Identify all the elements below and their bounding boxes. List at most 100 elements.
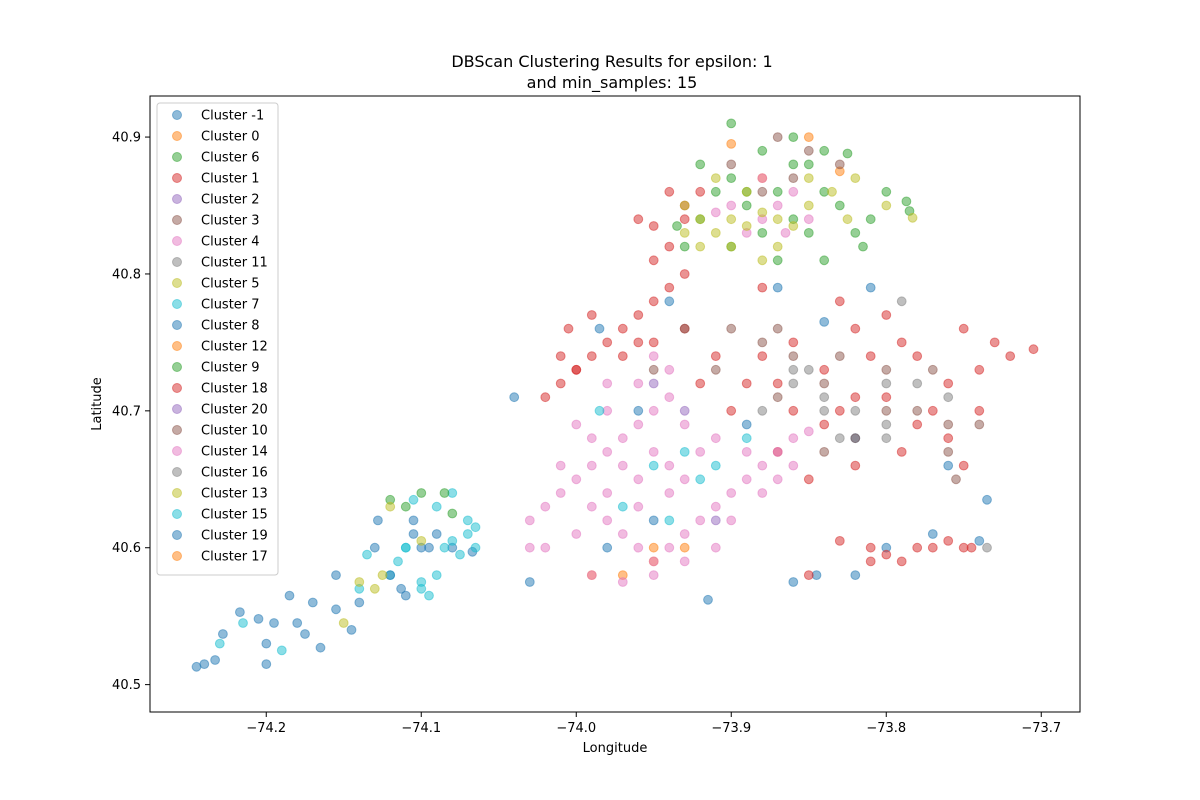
data-point bbox=[664, 542, 675, 553]
data-point bbox=[648, 542, 659, 553]
data-point bbox=[788, 351, 799, 362]
data-point bbox=[633, 214, 644, 225]
data-point bbox=[617, 323, 628, 334]
legend-marker bbox=[172, 551, 182, 561]
data-point bbox=[648, 296, 659, 307]
data-point bbox=[757, 255, 768, 266]
data-point bbox=[726, 200, 737, 211]
data-point bbox=[772, 200, 783, 211]
data-point bbox=[788, 405, 799, 416]
series-cluster-13 bbox=[865, 536, 977, 567]
data-point bbox=[648, 515, 659, 526]
data-point bbox=[958, 323, 969, 334]
data-point bbox=[710, 501, 721, 512]
data-point bbox=[524, 577, 535, 587]
data-point bbox=[966, 542, 977, 553]
data-point bbox=[238, 618, 248, 628]
series-cluster-19 bbox=[362, 405, 752, 601]
data-point bbox=[788, 364, 799, 375]
data-point bbox=[300, 629, 310, 639]
data-point bbox=[858, 241, 868, 252]
data-point bbox=[524, 515, 535, 526]
x-tick-label: −74.2 bbox=[246, 721, 286, 736]
series-cluster-0 bbox=[191, 282, 992, 672]
plot-frame bbox=[149, 95, 1081, 713]
data-point bbox=[819, 145, 830, 156]
legend-marker bbox=[172, 320, 182, 330]
data-point bbox=[772, 392, 783, 403]
data-point bbox=[602, 378, 613, 389]
data-point bbox=[912, 419, 923, 430]
data-point bbox=[757, 282, 768, 293]
data-point bbox=[772, 241, 783, 252]
data-point bbox=[586, 351, 597, 362]
data-point bbox=[865, 542, 876, 553]
data-point bbox=[834, 536, 845, 546]
data-point bbox=[571, 474, 582, 485]
data-point bbox=[710, 460, 721, 471]
legend-marker bbox=[172, 131, 182, 141]
data-point bbox=[943, 536, 954, 546]
data-point bbox=[943, 460, 954, 471]
data-point bbox=[602, 337, 613, 348]
data-point bbox=[982, 494, 992, 505]
series-cluster-20 bbox=[261, 597, 357, 649]
data-point bbox=[881, 310, 892, 320]
data-point bbox=[850, 228, 861, 238]
data-point bbox=[648, 556, 659, 567]
data-point bbox=[555, 460, 566, 471]
data-point bbox=[772, 378, 783, 389]
data-point bbox=[695, 186, 706, 197]
data-point bbox=[679, 405, 690, 416]
data-point bbox=[726, 515, 737, 526]
data-point bbox=[509, 392, 520, 403]
data-point bbox=[827, 186, 837, 197]
data-point bbox=[710, 515, 721, 526]
data-point bbox=[602, 488, 613, 498]
data-point bbox=[679, 474, 690, 485]
data-point bbox=[772, 186, 783, 197]
data-point bbox=[679, 241, 690, 252]
data-point bbox=[540, 542, 551, 553]
data-point bbox=[633, 405, 644, 416]
series-cluster-16 bbox=[524, 351, 814, 587]
data-point bbox=[803, 214, 814, 225]
data-point bbox=[881, 200, 892, 211]
data-point bbox=[803, 426, 814, 437]
data-point bbox=[819, 419, 830, 430]
legend-label: Cluster 2 bbox=[201, 193, 260, 208]
data-point bbox=[331, 604, 341, 615]
data-point bbox=[396, 583, 407, 594]
legend-marker bbox=[172, 446, 182, 456]
data-point bbox=[218, 629, 228, 639]
data-point bbox=[664, 515, 675, 526]
data-point bbox=[633, 501, 644, 512]
data-point bbox=[881, 186, 892, 197]
data-point bbox=[834, 405, 845, 416]
data-point bbox=[1005, 351, 1016, 362]
data-point bbox=[819, 447, 830, 457]
data-point bbox=[803, 474, 814, 485]
legend-marker bbox=[172, 362, 182, 372]
legend-label: Cluster 1 bbox=[201, 172, 260, 187]
data-point bbox=[881, 405, 892, 416]
data-point bbox=[602, 542, 613, 553]
legend-label: Cluster 17 bbox=[201, 550, 268, 565]
data-point bbox=[555, 351, 566, 362]
series-cluster-3 bbox=[540, 186, 1039, 580]
data-point bbox=[757, 460, 768, 471]
legend-label: Cluster 4 bbox=[201, 235, 260, 250]
y-tick-label: 40.6 bbox=[112, 541, 141, 556]
data-point bbox=[741, 378, 752, 389]
y-tick-label: 40.9 bbox=[112, 131, 141, 146]
legend-marker bbox=[172, 278, 182, 288]
chart-title-line-2: and min_samples: 15 bbox=[527, 73, 698, 93]
data-point bbox=[834, 433, 845, 444]
data-point bbox=[664, 364, 675, 375]
data-point bbox=[943, 433, 954, 444]
legend-label: Cluster 12 bbox=[201, 340, 268, 355]
data-point bbox=[617, 577, 628, 587]
legend-label: Cluster 3 bbox=[201, 214, 260, 229]
data-point bbox=[679, 200, 690, 211]
